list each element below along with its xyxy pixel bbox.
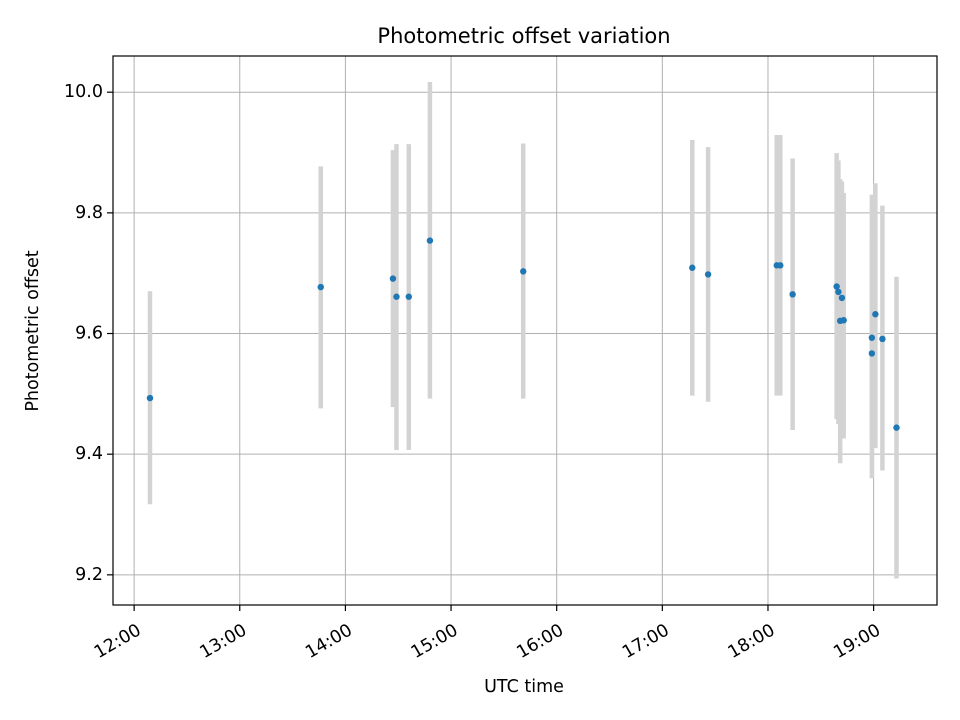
grid-layer <box>113 56 937 605</box>
data-point <box>389 275 397 282</box>
x-axis-title: UTC time <box>484 677 564 697</box>
data-point <box>146 394 154 402</box>
data-point <box>405 293 412 300</box>
data-point <box>520 268 527 275</box>
chart-title: Photometric offset variation <box>377 24 670 48</box>
data-point <box>689 264 696 271</box>
data-point <box>704 271 712 278</box>
data-point <box>835 288 842 296</box>
data-point <box>868 350 876 357</box>
data-point <box>868 334 876 341</box>
y-tick-label: 9.2 <box>75 565 103 585</box>
y-tick-label: 9.4 <box>75 444 103 464</box>
plot-area-frame <box>112 55 938 606</box>
data-point <box>777 262 784 269</box>
data-point <box>426 237 434 244</box>
data-point <box>838 294 846 302</box>
point-layer <box>146 237 900 431</box>
y-tick-label: 9.6 <box>75 324 103 344</box>
data-point <box>317 283 324 291</box>
data-point <box>879 335 886 343</box>
data-point <box>393 293 400 300</box>
y-tick-label: 10.0 <box>64 82 103 102</box>
data-point <box>833 283 840 290</box>
data-point <box>789 291 796 298</box>
data-point <box>872 311 879 318</box>
data-point <box>893 424 900 431</box>
y-axis-title: Photometric offset <box>23 250 43 411</box>
y-tick-label: 9.8 <box>75 203 103 223</box>
data-point <box>840 317 847 324</box>
